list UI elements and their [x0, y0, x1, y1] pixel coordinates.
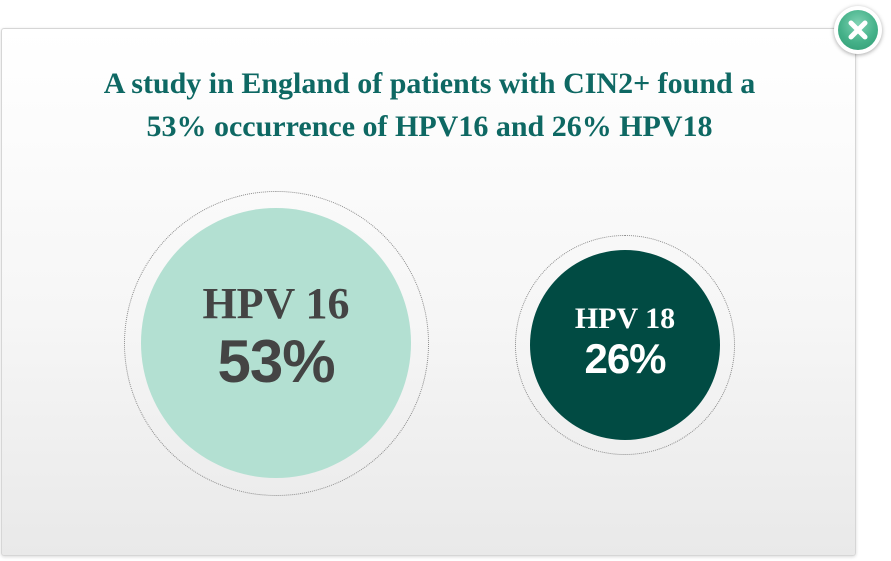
close-button[interactable] [834, 6, 882, 54]
hpv18-label: HPV 18 [574, 302, 676, 335]
hpv16-value: 53% [217, 328, 335, 395]
hpv18-value: 26% [584, 335, 666, 382]
headline: A study in England of patients with CIN2… [0, 62, 859, 148]
headline-line-1: A study in England of patients with CIN2… [103, 67, 756, 100]
hpv16-dotted-ring [124, 191, 429, 496]
headline-line-2: 53% occurrence of HPV16 and 26% HPV18 [146, 110, 713, 143]
hpv18-bubble: HPV 18 26% [530, 250, 720, 440]
close-icon [838, 10, 878, 50]
hpv16-label: HPV 16 [202, 279, 350, 328]
hpv18-dotted-ring [515, 235, 735, 455]
hpv16-bubble: HPV 16 53% [141, 208, 411, 478]
